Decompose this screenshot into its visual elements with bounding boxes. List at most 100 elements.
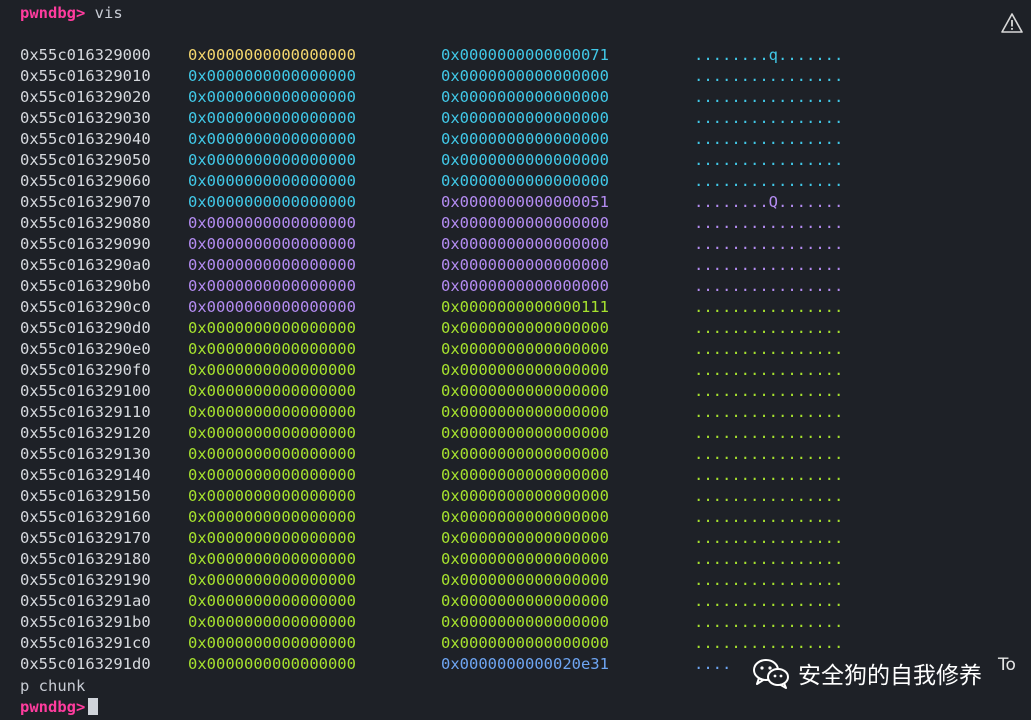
row-qword-2: 0x0000000000000000 — [441, 172, 609, 190]
row-address: 0x55c016329130 — [20, 445, 151, 463]
cursor — [88, 698, 99, 715]
command-line-vis: pwndbg> vis — [20, 3, 123, 24]
row-qword-2: 0x0000000000000000 — [441, 235, 609, 253]
row-qword-1: 0x0000000000000000 — [188, 550, 356, 568]
row-address: 0x55c0163290a0 — [20, 256, 151, 274]
row-address: 0x55c016329050 — [20, 151, 151, 169]
memory-row: 0x55c016329170 0x0000000000000000 0x000000… — [20, 528, 880, 549]
row-address: 0x55c016329040 — [20, 130, 151, 148]
row-qword-2: 0x0000000000000000 — [441, 382, 609, 400]
row-ascii: ........Q....... — [694, 193, 844, 211]
row-qword-2: 0x0000000000000000 — [441, 403, 609, 421]
row-qword-1: 0x0000000000000000 — [188, 361, 356, 379]
row-address: 0x55c016329150 — [20, 487, 151, 505]
row-ascii: ................ — [694, 550, 844, 568]
row-qword-1: 0x0000000000000000 — [188, 130, 356, 148]
watermark: 安全狗的自我修养 — [752, 653, 982, 693]
row-qword-1: 0x0000000000000000 — [188, 592, 356, 610]
memory-row: 0x55c0163290b0 0x0000000000000000 0x000000… — [20, 276, 880, 297]
row-qword-2: 0x0000000000000000 — [441, 319, 609, 337]
memory-row: 0x55c016329100 0x0000000000000000 0x000000… — [20, 381, 880, 402]
watermark-suffix: To — [998, 655, 1016, 675]
row-ascii: ................ — [694, 172, 844, 190]
memory-row: 0x55c016329050 0x0000000000000000 0x000000… — [20, 150, 880, 171]
row-ascii: ................ — [694, 151, 844, 169]
row-qword-2: 0x0000000000000000 — [441, 256, 609, 274]
row-qword-1: 0x0000000000000000 — [188, 214, 356, 232]
row-qword-2: 0x0000000000000000 — [441, 592, 609, 610]
row-qword-1: 0x0000000000000000 — [188, 340, 356, 358]
row-qword-1: 0x0000000000000000 — [188, 298, 356, 316]
row-address: 0x55c016329160 — [20, 508, 151, 526]
row-qword-1: 0x0000000000000000 — [188, 655, 356, 673]
row-qword-2: 0x0000000000000000 — [441, 466, 609, 484]
warning-icon[interactable] — [1001, 12, 1023, 34]
memory-row: 0x55c0163291d0 0x0000000000000000 0x000000… — [20, 654, 880, 675]
row-ascii: .... — [694, 655, 732, 673]
row-qword-1: 0x0000000000000000 — [188, 403, 356, 421]
row-address: 0x55c0163290b0 — [20, 277, 151, 295]
memory-row: 0x55c016329180 0x0000000000000000 0x000000… — [20, 549, 880, 570]
memory-row: 0x55c016329070 0x0000000000000000 0x000000… — [20, 192, 880, 213]
row-qword-1: 0x0000000000000000 — [188, 613, 356, 631]
row-ascii: ................ — [694, 256, 844, 274]
row-qword-2: 0x0000000000000000 — [441, 445, 609, 463]
row-qword-2: 0x0000000000000000 — [441, 109, 609, 127]
row-ascii: ................ — [694, 466, 844, 484]
row-address: 0x55c016329180 — [20, 550, 151, 568]
memory-row: 0x55c0163290a0 0x0000000000000000 0x000000… — [20, 255, 880, 276]
row-address: 0x55c016329120 — [20, 424, 151, 442]
command-line-p-chunk: p chunk — [20, 677, 86, 695]
row-ascii: ................ — [694, 445, 844, 463]
row-ascii: ................ — [694, 403, 844, 421]
row-qword-2: 0x0000000000000000 — [441, 634, 609, 652]
row-qword-1: 0x0000000000000000 — [188, 634, 356, 652]
row-qword-2: 0x0000000000000000 — [441, 613, 609, 631]
row-qword-1: 0x0000000000000000 — [188, 529, 356, 547]
row-qword-2: 0x0000000000000000 — [441, 487, 609, 505]
row-ascii: ................ — [694, 382, 844, 400]
row-qword-2: 0x0000000000000000 — [441, 550, 609, 568]
memory-row: 0x55c016329160 0x0000000000000000 0x000000… — [20, 507, 880, 528]
memory-row: 0x55c016329190 0x0000000000000000 0x000000… — [20, 570, 880, 591]
row-ascii: ................ — [694, 319, 844, 337]
row-qword-1: 0x0000000000000000 — [188, 109, 356, 127]
row-qword-1: 0x0000000000000000 — [188, 277, 356, 295]
row-qword-1: 0x0000000000000000 — [188, 67, 356, 85]
prompt-line[interactable]: pwndbg> — [20, 697, 99, 718]
memory-row: 0x55c016329140 0x0000000000000000 0x000000… — [20, 465, 880, 486]
row-address: 0x55c016329060 — [20, 172, 151, 190]
memory-row: 0x55c0163290d0 0x0000000000000000 0x000000… — [20, 318, 880, 339]
row-address: 0x55c016329030 — [20, 109, 151, 127]
watermark-text: 安全狗的自我修养 — [798, 663, 982, 689]
row-qword-2: 0x0000000000000000 — [441, 130, 609, 148]
memory-row: 0x55c016329000 0x0000000000000000 0x000000… — [20, 45, 880, 66]
row-ascii: ........q....... — [694, 46, 844, 64]
memory-row: 0x55c016329130 0x0000000000000000 0x000000… — [20, 444, 880, 465]
row-ascii: ................ — [694, 613, 844, 631]
row-address: 0x55c0163290c0 — [20, 298, 151, 316]
row-qword-2: 0x0000000000000000 — [441, 529, 609, 547]
row-qword-2: 0x0000000000000000 — [441, 424, 609, 442]
command-text: vis — [94, 4, 123, 22]
memory-row: 0x55c016329040 0x0000000000000000 0x000000… — [20, 129, 880, 150]
row-qword-1: 0x0000000000000000 — [188, 172, 356, 190]
row-qword-1: 0x0000000000000000 — [188, 466, 356, 484]
row-address: 0x55c016329140 — [20, 466, 151, 484]
memory-row: 0x55c016329110 0x0000000000000000 0x000000… — [20, 402, 880, 423]
row-qword-2: 0x0000000000000000 — [441, 151, 609, 169]
row-address: 0x55c0163291c0 — [20, 634, 151, 652]
row-address: 0x55c016329190 — [20, 571, 151, 589]
prompt: pwndbg> — [20, 4, 86, 22]
row-address: 0x55c0163290e0 — [20, 340, 151, 358]
row-qword-1: 0x0000000000000000 — [188, 256, 356, 274]
row-ascii: ................ — [694, 235, 844, 253]
memory-row: 0x55c016329030 0x0000000000000000 0x000000… — [20, 108, 880, 129]
row-ascii: ................ — [694, 529, 844, 547]
row-qword-1: 0x0000000000000000 — [188, 319, 356, 337]
memory-row: 0x55c016329120 0x0000000000000000 0x000000… — [20, 423, 880, 444]
row-qword-2: 0x0000000000000000 — [441, 361, 609, 379]
memory-row: 0x55c016329020 0x0000000000000000 0x000000… — [20, 87, 880, 108]
row-qword-1: 0x0000000000000000 — [188, 571, 356, 589]
memory-row: 0x55c016329090 0x0000000000000000 0x000000… — [20, 234, 880, 255]
